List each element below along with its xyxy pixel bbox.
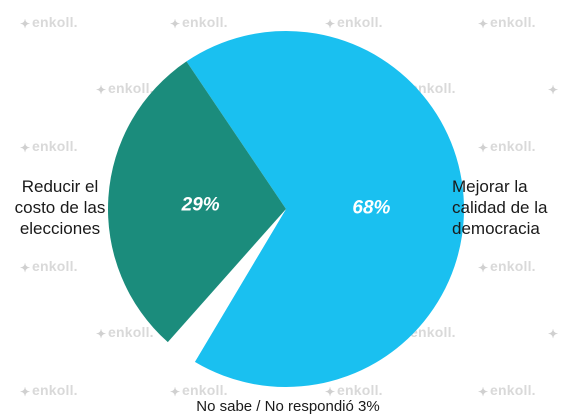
watermark: ✦enkoll. — [20, 14, 78, 31]
watermark: ✦enkoll. — [478, 258, 536, 275]
watermark-logo-icon: ✦ — [20, 261, 31, 275]
watermark: ✦enkoll. — [325, 382, 383, 399]
slice-label-line: Reducir el — [21, 177, 99, 196]
watermark-logo-icon: ✦ — [170, 385, 181, 399]
slice-label-line: costo de las — [14, 198, 106, 217]
watermark: ✦enkoll. — [20, 138, 78, 155]
watermark: ✦enkoll. — [170, 14, 228, 31]
watermark: ✦ — [548, 80, 560, 97]
watermark-logo-icon: ✦ — [325, 385, 336, 399]
watermark: ✦enkoll. — [478, 138, 536, 155]
slice-label-line: calidad de la — [452, 198, 548, 217]
slice-label-reducir-costo: Reducir el costo de las elecciones — [2, 176, 118, 239]
watermark-logo-icon: ✦ — [478, 261, 489, 275]
watermark: ✦enkoll. — [170, 382, 228, 399]
slice-label-line: democracia — [452, 219, 540, 238]
slice-label-line: Mejorar la — [452, 177, 528, 196]
pie-slice-mejorar-calidad — [186, 30, 465, 387]
watermark: ✦enkoll. — [20, 258, 78, 275]
watermark-logo-icon: ✦ — [96, 83, 107, 97]
watermark-logo-icon: ✦ — [170, 17, 181, 31]
watermark-logo-icon: ✦ — [478, 17, 489, 31]
slice-label-no-sabe: No sabe / No respondió 3% — [196, 398, 380, 415]
pie-slice-no-sabe — [167, 209, 286, 362]
watermark: ✦enkoll. — [20, 382, 78, 399]
watermark: ✦ — [548, 324, 560, 341]
watermark-logo-icon: ✦ — [20, 17, 31, 31]
slice-label-mejorar-calidad: Mejorar la calidad de la democracia — [452, 176, 576, 239]
watermark-logo-icon: ✦ — [548, 327, 559, 341]
watermark: ✦enkoll. — [325, 14, 383, 31]
watermark-logo-icon: ✦ — [325, 17, 336, 31]
slice-label-line: elecciones — [19, 219, 101, 238]
watermark-logo-icon: ✦ — [548, 83, 559, 97]
watermark: ✦enkoll. — [96, 80, 154, 97]
watermark: ✦enkoll. — [478, 14, 536, 31]
watermark-logo-icon: ✦ — [478, 385, 489, 399]
pie-value-label: 68% — [352, 198, 390, 219]
watermark: ✦enkoll. — [96, 324, 154, 341]
watermark-logo-icon: ✦ — [96, 327, 107, 341]
pie-slice-reducir-costo — [107, 61, 286, 343]
watermark-logo-icon: ✦ — [478, 141, 489, 155]
watermark: ✦enkoll. — [478, 382, 536, 399]
watermark-logo-icon: ✦ — [20, 141, 31, 155]
watermark-logo-icon: ✦ — [20, 385, 31, 399]
pie-value-label: 29% — [181, 194, 220, 215]
